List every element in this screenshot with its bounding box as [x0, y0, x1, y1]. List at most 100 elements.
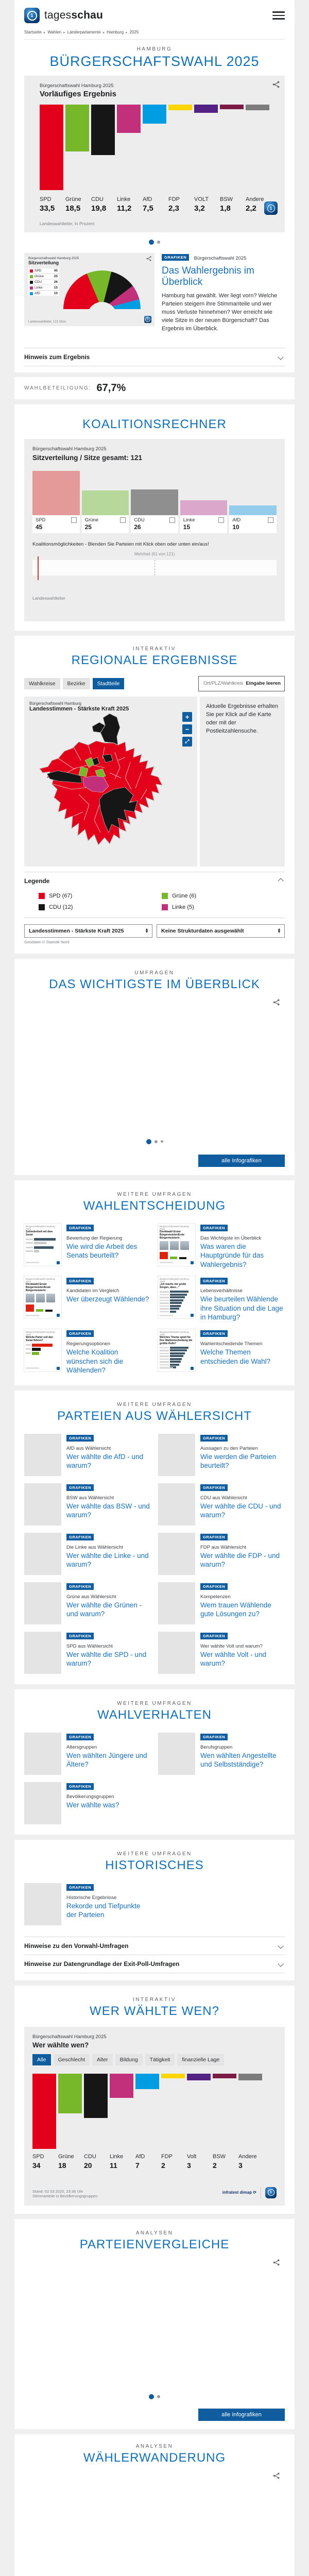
teaser-headline[interactable]: Wie beurteilen Wählende ihre Situation u… [200, 1295, 283, 1321]
teaser-headline[interactable]: Wer wählte die CDU - und warum? [200, 1502, 281, 1519]
carousel-dot[interactable] [160, 1140, 163, 1143]
hamburg-map[interactable] [27, 711, 182, 855]
zoom-in-button[interactable]: + [182, 711, 192, 722]
bar-afd[interactable] [229, 505, 277, 515]
carousel-dot[interactable] [157, 2395, 160, 2398]
teaser-headline[interactable]: Wer wählte was? [66, 1801, 119, 1809]
teaser-item[interactable]: Bürgerschaftswahl Hamburg 2025 Direktwahl… [24, 1276, 151, 1322]
teaser-headline[interactable]: Wie werden die Parteien beurteilt? [200, 1452, 277, 1470]
teaser-item[interactable]: GRAFIKEN Kompetenzen Wem trauen Wählende g… [158, 1582, 285, 1624]
bar-fdp[interactable] [168, 105, 192, 110]
teaser-headline[interactable]: Wer wählte die SPD - und warum? [66, 1650, 147, 1668]
teaser-headline[interactable]: Wen wählten Jüngere und Ältere? [66, 1751, 147, 1769]
bar-afd[interactable] [143, 105, 166, 124]
carousel-dot[interactable] [149, 240, 154, 245]
share-icon[interactable] [272, 81, 280, 88]
bar-spd[interactable] [32, 470, 80, 515]
koalition-label-box[interactable]: Linke 15 [180, 515, 228, 533]
teaser-item[interactable]: GRAFIKEN Altersgruppen Wen wählten Jüngere… [24, 1732, 151, 1775]
tab-wahlkreise[interactable]: Wahlkreise [24, 677, 60, 689]
clear-search-button[interactable]: Eingabe leeren [246, 681, 281, 687]
bar-linke[interactable] [117, 105, 141, 133]
alle-infografiken-button[interactable]: alle Infografiken [198, 1154, 285, 1167]
overview-teaser[interactable]: GRAFIKEN Bürgerschaftswahl 2025 Das Wahl… [162, 253, 285, 333]
koalition-label-box[interactable]: AfD 10 [229, 515, 277, 533]
bar-volt[interactable] [187, 2073, 211, 2080]
tab-geschlecht[interactable]: Geschlecht [53, 2054, 90, 2065]
accordion-hinweis-ergebnis[interactable]: Hinweis zum Ergebnis [24, 347, 285, 366]
zoom-out-button[interactable]: − [182, 724, 192, 734]
teaser-headline[interactable]: Wen wählten Angestellte und Selbstständi… [200, 1751, 277, 1769]
bar-spd[interactable] [40, 105, 63, 190]
koalition-label-box[interactable]: SPD 45 [32, 515, 80, 533]
bar-linke[interactable] [180, 500, 228, 515]
party-checkbox[interactable] [120, 517, 126, 523]
accordion-legende[interactable]: Legende [24, 872, 285, 890]
tab-bildung[interactable]: Bildung [115, 2054, 143, 2065]
breadcrumb-item[interactable]: Wahlen [47, 30, 62, 35]
party-checkbox[interactable] [267, 517, 273, 523]
search-input[interactable] [202, 680, 246, 687]
teaser-headline[interactable]: Rekorde und Tiefpunkte der Parteien [66, 1902, 141, 1919]
breadcrumb-item[interactable]: Startseite [24, 30, 42, 35]
bar-cdu[interactable] [131, 489, 178, 515]
share-icon[interactable] [273, 2472, 280, 2479]
bar-spd[interactable] [32, 2073, 56, 2149]
breadcrumb-item[interactable]: Länderparlamente [67, 30, 101, 35]
tab-finanzielle lage[interactable]: finanzielle Lage [177, 2054, 225, 2065]
koalition-column[interactable]: SPD 45 [32, 470, 80, 533]
tab-alter[interactable]: Alter [92, 2054, 113, 2065]
bar-cdu[interactable] [91, 105, 115, 155]
teaser-headline[interactable]: Was waren die Hauptgründe für das Wahler… [200, 1242, 264, 1268]
teaser-item[interactable]: GRAFIKEN CDU aus Wählersicht Wer wählte di… [158, 1483, 285, 1526]
koalition-column[interactable]: Grüne 25 [81, 470, 129, 533]
www-tabs[interactable]: Alle Geschlecht Alter Bildung Tätigkeit finan… [32, 2054, 277, 2065]
teaser-item[interactable]: Bürgerschaftswahl Hamburg 2025 Welche Par… [24, 1328, 151, 1375]
bar-bsw[interactable] [213, 2073, 236, 2078]
teaser-item[interactable]: GRAFIKEN Aussagen zu den Parteien Wie werd… [158, 1433, 285, 1476]
bar-grüne[interactable] [58, 2073, 82, 2113]
carousel-dot[interactable] [146, 1139, 151, 1144]
share-icon[interactable] [273, 2259, 280, 2266]
fullscreen-button[interactable]: ⤢ [182, 736, 192, 747]
teaser-headline[interactable]: Wer wählte die Grünen - und warum? [66, 1601, 142, 1618]
teaser-item[interactable]: GRAFIKEN Berufsgruppen Wen wählten Angeste… [158, 1732, 285, 1775]
teaser-item[interactable]: Bürgerschaftswahl Hamburg 2025 „Ich mache… [158, 1276, 285, 1322]
carousel-dot[interactable] [149, 2394, 154, 2399]
koalition-column[interactable]: Linke 15 [180, 470, 228, 533]
teaser-headline[interactable]: Wer wählte die AfD - und warum? [66, 1452, 144, 1470]
teaser-item[interactable]: Bürgerschaftswahl Hamburg 2025 Welches Th… [158, 1328, 285, 1375]
teaser-item[interactable]: GRAFIKEN FDP aus Wählersicht Wer wählte di… [158, 1532, 285, 1575]
plz-search[interactable]: Eingabe leeren [198, 675, 285, 691]
carousel-dots[interactable] [24, 2394, 285, 2399]
party-checkbox[interactable] [71, 517, 77, 523]
accordion-hinweise[interactable]: Hinweise zu den Vorwahl-Umfragen [24, 1936, 285, 1955]
teaser-headline[interactable]: Wem trauen Wählende gute Lösungen zu? [200, 1601, 271, 1618]
teaser-item[interactable]: GRAFIKEN Historische Ergebnisse Rekorde un… [24, 1883, 151, 1925]
tab-alle[interactable]: Alle [32, 2054, 51, 2065]
map-tabs[interactable]: Wahlkreise Bezirke Stadtteile [24, 677, 127, 689]
accordion-hinweise[interactable]: Hinweise zur Datengrundlage der Exit-Pol… [24, 1954, 285, 1973]
strukturdaten-select[interactable]: Keine Strukturdaten ausgewählt ▴ ▾ [157, 924, 285, 938]
menu-icon[interactable] [272, 9, 285, 22]
teaser-headline[interactable]: Das Wahlergebnis im Überblick [162, 265, 254, 287]
carousel-dots[interactable] [24, 1139, 285, 1144]
koalition-bar-chart[interactable]: SPD 45 Grüne 25 CDU 26 Linke 15 AfD 10 [32, 470, 277, 533]
teaser-headline[interactable]: Wer wählte das BSW - und warum? [66, 1502, 150, 1519]
breadcrumb-item[interactable]: Hamburg [107, 30, 124, 35]
bar-andere[interactable] [246, 105, 269, 110]
carousel-dot[interactable] [154, 1140, 158, 1143]
carousel-dot[interactable] [157, 241, 160, 244]
bar-grüne[interactable] [65, 105, 89, 151]
share-icon[interactable] [273, 999, 280, 1006]
koalition-column[interactable]: CDU 26 [131, 470, 178, 533]
bar-afd[interactable] [135, 2073, 159, 2089]
teaser-item[interactable]: Bürgerschaftswahl Hamburg 2025 Direktwahl… [158, 1223, 285, 1269]
teaser-item[interactable]: Bürgerschaftswahl Hamburg 2025 Zufriedenh… [24, 1223, 151, 1269]
teaser-item[interactable]: GRAFIKEN Grüne aus Wählersicht Wer wählte … [24, 1582, 151, 1624]
teaser-headline[interactable]: Welche Themen entschieden die Wahl? [200, 1348, 271, 1365]
teaser-item[interactable]: GRAFIKEN Die Linke aus Wählersicht Wer wäh… [24, 1532, 151, 1575]
teaser-item[interactable]: GRAFIKEN SPD aus Wählersicht Wer wählte di… [24, 1631, 151, 1674]
bar-volt[interactable] [194, 105, 218, 113]
teaser-headline[interactable]: Wer wählte Volt - und warum? [200, 1650, 267, 1668]
